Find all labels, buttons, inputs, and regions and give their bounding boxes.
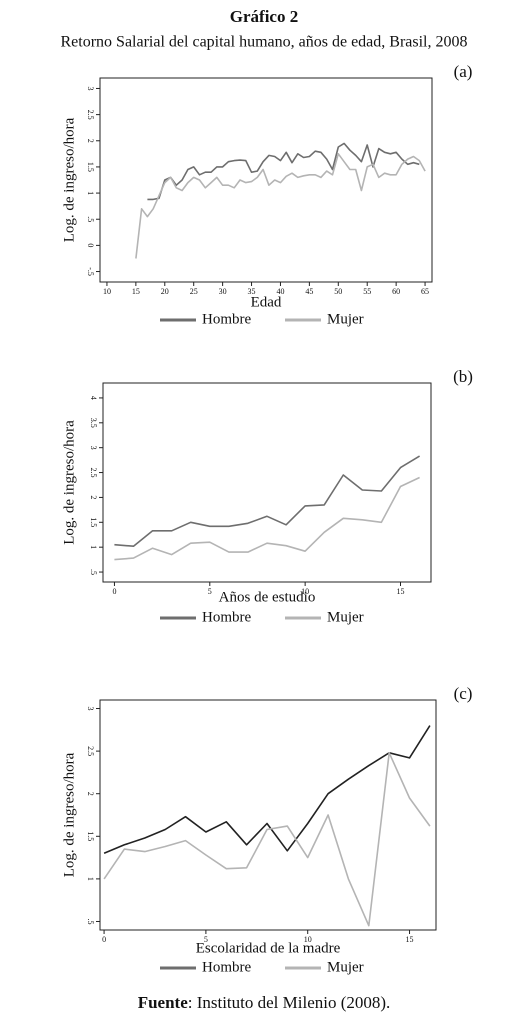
y-tick-label: .5 bbox=[89, 569, 98, 575]
legend-label: Mujer bbox=[327, 959, 364, 975]
series-line bbox=[147, 142, 420, 201]
y-tick-label: 2 bbox=[86, 792, 95, 796]
x-tick-label: 10 bbox=[304, 935, 312, 944]
legend-label: Hombre bbox=[202, 311, 251, 327]
y-tick-label: 3.5 bbox=[89, 418, 98, 428]
x-tick-label: 55 bbox=[363, 287, 371, 296]
y-axis-title: Log. de ingreso/hora bbox=[61, 117, 77, 242]
series-line bbox=[114, 455, 421, 547]
y-tick-label: 3 bbox=[89, 446, 98, 450]
y-tick-label: 1.5 bbox=[86, 831, 95, 841]
y-tick-label: 1 bbox=[86, 877, 95, 881]
x-axis-title: Años de estudio bbox=[219, 589, 316, 605]
plot-frame bbox=[102, 382, 432, 583]
x-tick-label: 20 bbox=[161, 287, 169, 296]
y-tick-label: 2.5 bbox=[89, 468, 98, 478]
x-tick-label: 50 bbox=[334, 287, 342, 296]
y-tick-label: 3 bbox=[86, 707, 95, 711]
plot-frame bbox=[99, 77, 433, 283]
y-axis-title: Log. de ingreso/hora bbox=[61, 420, 77, 545]
y-tick-label: 2.5 bbox=[86, 746, 95, 756]
y-tick-label: 3 bbox=[86, 86, 95, 90]
y-tick-label: 2 bbox=[89, 495, 98, 499]
legend-label: Mujer bbox=[327, 609, 364, 625]
y-tick-label: .5 bbox=[86, 918, 95, 924]
x-tick-label: 45 bbox=[305, 287, 313, 296]
y-axis-title: Log. de ingreso/hora bbox=[61, 752, 77, 877]
series-line bbox=[114, 476, 420, 561]
x-tick-label: 10 bbox=[103, 287, 111, 296]
x-tick-label: 0 bbox=[112, 587, 116, 596]
series-line bbox=[135, 153, 426, 259]
panel-label: (b) bbox=[453, 367, 473, 386]
y-tick-label: 1.5 bbox=[89, 517, 98, 527]
y-tick-label: 1 bbox=[86, 191, 95, 195]
panel-label: (a) bbox=[454, 62, 473, 81]
x-tick-label: 10 bbox=[301, 587, 309, 596]
legend-label: Mujer bbox=[327, 311, 364, 327]
y-tick-label: 2 bbox=[86, 139, 95, 143]
y-tick-label: 0 bbox=[86, 243, 95, 247]
series-line bbox=[103, 752, 431, 927]
legend-label: Hombre bbox=[202, 959, 251, 975]
x-axis-title: Escolaridad de la madre bbox=[196, 940, 341, 956]
x-tick-label: 0 bbox=[102, 935, 106, 944]
source-label: Fuente bbox=[138, 993, 189, 1012]
x-tick-label: 15 bbox=[396, 587, 404, 596]
x-tick-label: 65 bbox=[421, 287, 429, 296]
figure-title: Gráfico 2 bbox=[230, 7, 298, 26]
x-tick-label: 60 bbox=[392, 287, 400, 296]
x-tick-label: 15 bbox=[406, 935, 414, 944]
y-tick-label: -.5 bbox=[86, 267, 95, 276]
x-tick-label: 15 bbox=[132, 287, 140, 296]
y-tick-label: 4 bbox=[89, 396, 98, 400]
series-line bbox=[103, 725, 431, 855]
figure-subtitle: Retorno Salarial del capital humano, año… bbox=[61, 34, 468, 51]
x-axis-title: Edad bbox=[251, 294, 282, 310]
y-tick-label: .5 bbox=[86, 216, 95, 222]
legend-label: Hombre bbox=[202, 609, 251, 625]
x-tick-label: 40 bbox=[276, 287, 284, 296]
x-tick-label: 5 bbox=[208, 587, 212, 596]
y-tick-label: 2.5 bbox=[86, 110, 95, 120]
y-tick-label: 1.5 bbox=[86, 162, 95, 172]
source: Fuente: Instituto del Milenio (2008). bbox=[138, 993, 391, 1012]
panel-label: (c) bbox=[454, 684, 473, 703]
source-text: : Instituto del Milenio (2008). bbox=[188, 993, 391, 1012]
x-tick-label: 5 bbox=[204, 935, 208, 944]
x-tick-label: 35 bbox=[248, 287, 256, 296]
x-tick-label: 30 bbox=[219, 287, 227, 296]
y-tick-label: 1 bbox=[89, 545, 98, 549]
plot-frame bbox=[99, 699, 437, 931]
x-tick-label: 25 bbox=[190, 287, 198, 296]
